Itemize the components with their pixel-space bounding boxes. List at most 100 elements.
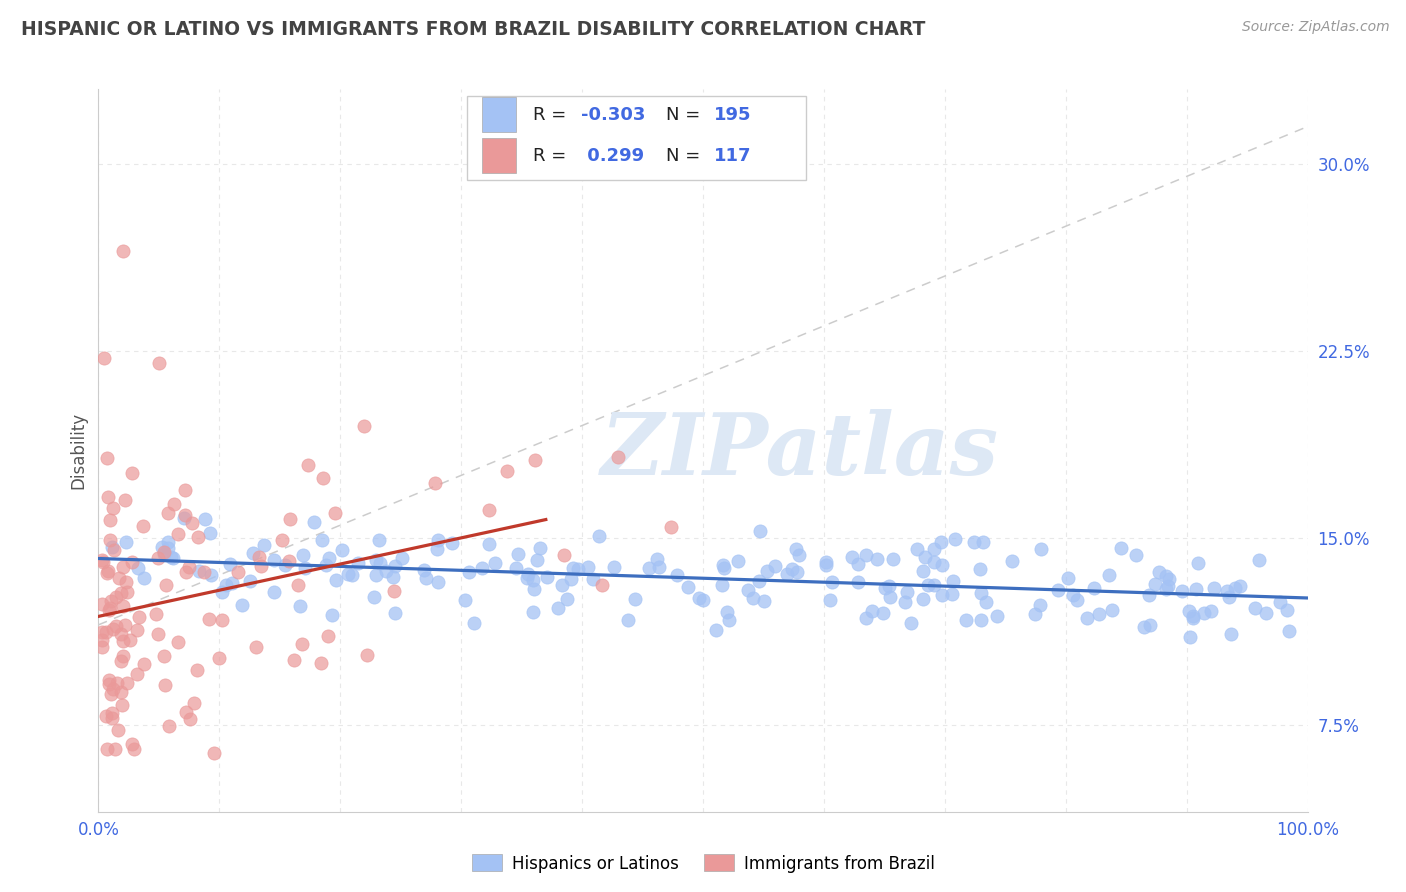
Point [412, 563, 434, 577]
Point [103, 543, 125, 558]
Point [148, 356, 170, 370]
Point [1154, 568, 1177, 582]
Point [249, 559, 271, 574]
Point [179, 712, 201, 726]
Point [623, 592, 645, 607]
Point [174, 508, 197, 522]
Point [134, 571, 156, 585]
Point [1192, 606, 1215, 620]
Point [297, 458, 319, 473]
Point [108, 571, 131, 585]
Point [150, 540, 173, 554]
Point [1278, 624, 1301, 638]
Point [617, 613, 640, 627]
Point [200, 568, 222, 582]
Point [111, 633, 134, 648]
Point [353, 418, 375, 433]
Point [121, 467, 143, 481]
Point [931, 588, 953, 602]
Point [1076, 611, 1098, 625]
Point [1275, 603, 1298, 617]
Point [522, 606, 544, 620]
Point [97, 677, 120, 691]
Y-axis label: Disability: Disability [69, 412, 87, 489]
Point [711, 578, 734, 592]
Point [917, 578, 939, 592]
Point [922, 542, 945, 557]
Point [124, 742, 146, 756]
Text: -0.303: -0.303 [581, 106, 645, 124]
Point [98, 533, 121, 547]
Point [187, 530, 209, 544]
Point [318, 629, 340, 643]
Point [121, 737, 143, 751]
Point [1225, 581, 1247, 595]
Point [193, 565, 215, 579]
Point [231, 599, 253, 613]
Point [315, 558, 337, 573]
Point [219, 557, 242, 571]
Point [239, 574, 262, 588]
Point [114, 493, 136, 508]
Point [177, 559, 200, 574]
Point [713, 560, 735, 574]
Point [505, 561, 527, 575]
Point [111, 244, 134, 259]
Point [1178, 604, 1201, 618]
Point [776, 566, 799, 581]
Point [970, 613, 993, 627]
Point [96, 566, 118, 581]
Point [117, 585, 139, 599]
Point [247, 549, 270, 564]
Point [105, 619, 128, 633]
Point [576, 559, 599, 574]
Point [536, 570, 558, 584]
Point [1001, 554, 1024, 568]
Legend: Hispanics or Latinos, Immigrants from Brazil: Hispanics or Latinos, Immigrants from Br… [465, 847, 941, 880]
Point [877, 579, 900, 593]
Point [1133, 620, 1156, 634]
Point [555, 592, 578, 607]
Point [972, 535, 994, 549]
Point [134, 657, 156, 671]
Point [384, 606, 406, 620]
Point [263, 584, 285, 599]
Point [741, 591, 763, 606]
Point [1170, 583, 1192, 598]
Point [754, 593, 776, 607]
Text: N =: N = [665, 106, 706, 124]
Point [105, 676, 128, 690]
Point [181, 516, 204, 530]
Point [294, 560, 316, 574]
Point [1270, 594, 1292, 608]
Point [427, 533, 450, 548]
Point [156, 506, 179, 520]
Point [1202, 581, 1225, 595]
Point [91, 624, 114, 639]
Point [941, 587, 963, 601]
Point [786, 566, 808, 580]
Point [846, 557, 869, 571]
Point [221, 576, 243, 591]
Point [153, 548, 176, 562]
Point [173, 511, 195, 525]
Point [323, 506, 346, 520]
Point [516, 571, 538, 585]
Point [1218, 590, 1240, 604]
Point [91, 555, 114, 569]
Point [1062, 588, 1084, 602]
Point [882, 551, 904, 566]
Point [955, 613, 977, 627]
Point [1229, 579, 1251, 593]
Text: 117: 117 [714, 146, 751, 164]
Point [814, 558, 837, 573]
Point [391, 551, 413, 566]
Point [152, 648, 174, 663]
Point [1181, 610, 1204, 624]
Point [638, 561, 661, 575]
Point [929, 535, 952, 549]
Point [1157, 579, 1180, 593]
Point [1159, 572, 1181, 586]
Point [922, 555, 945, 569]
Point [214, 577, 236, 591]
